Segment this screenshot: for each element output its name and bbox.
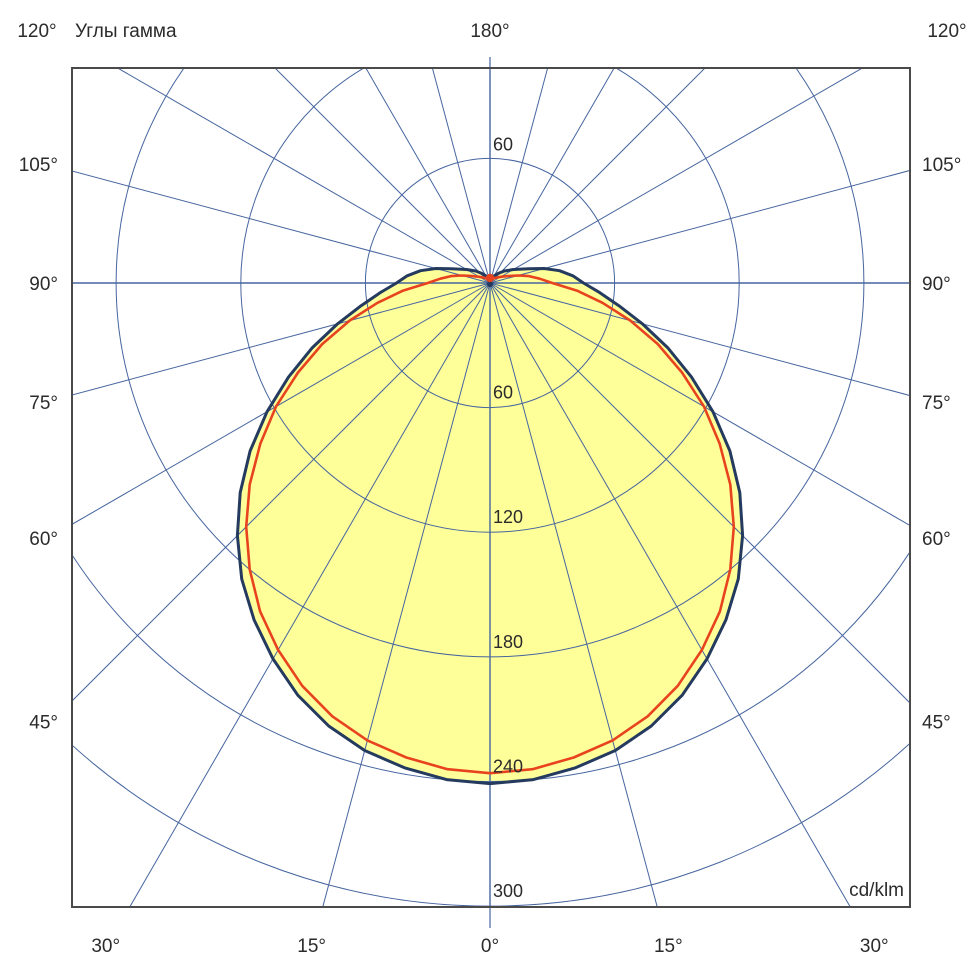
gamma-ray	[365, 69, 491, 284]
radial-tick-label-upper: 60	[493, 134, 513, 154]
gamma-tick-label-top-right: 120°	[927, 21, 966, 42]
gamma-tick-label-right: 105°	[922, 155, 961, 176]
gamma-ray	[489, 282, 909, 396]
gamma-tick-label-left: 45°	[29, 712, 58, 733]
radial-tick-label: 180	[493, 632, 523, 652]
center-marker-red	[485, 273, 495, 283]
gamma-ray	[489, 69, 548, 284]
unit-label: cd/klm	[849, 880, 904, 901]
center-marker-blue	[487, 281, 493, 287]
gamma-tick-label-right: 90°	[922, 274, 951, 295]
distribution-curve-inner	[244, 274, 736, 775]
radial-tick-label: 120	[493, 507, 523, 527]
gamma-ray	[275, 69, 491, 284]
gamma-ray	[489, 282, 909, 703]
radial-tick-label: 60	[493, 383, 513, 403]
plot-border	[71, 67, 911, 908]
gamma-ray	[73, 282, 491, 525]
gamma-tick-label-bottom: 15°	[297, 936, 326, 957]
gamma-tick-label-bottom: 30°	[91, 936, 120, 957]
gamma-ray	[489, 282, 851, 906]
gamma-tick-label-right: 60°	[922, 529, 951, 550]
gamma-ray	[489, 170, 909, 284]
radial-tick-label: 240	[493, 756, 523, 776]
gamma-tick-label-bottom: 30°	[860, 936, 889, 957]
chart-title: Углы гамма	[75, 21, 177, 42]
gamma-tick-label-top-center: 180°	[470, 21, 509, 42]
tick-label-layer: 60 120 180 240 300 60 105° 105° 90° 90° 75° 75° 60° 6…	[19, 57, 961, 957]
gamma-tick-label-left: 75°	[29, 393, 58, 414]
gamma-ray	[322, 282, 491, 906]
gamma-tick-label-bottom: 15°	[654, 936, 683, 957]
gamma-ray	[73, 170, 491, 284]
gamma-ray	[489, 282, 658, 906]
gamma-ray	[489, 69, 705, 284]
gamma-ray	[489, 282, 909, 526]
gamma-tick-label-top-left: 120°	[17, 21, 56, 42]
gamma-tick-label-left: 90°	[29, 274, 58, 295]
gamma-ray	[73, 282, 491, 701]
gamma-ray	[432, 69, 491, 284]
gamma-tick-label-bottom: 0°	[481, 936, 499, 957]
gamma-tick-label-right: 45°	[922, 712, 951, 733]
gamma-ray	[489, 69, 615, 284]
gamma-ray	[489, 69, 862, 284]
distribution-curve-outer	[235, 267, 745, 786]
gamma-tick-label-left: 60°	[29, 529, 58, 550]
gamma-ray	[118, 69, 491, 284]
gamma-tick-label-right: 75°	[922, 393, 951, 414]
gamma-ray	[73, 282, 491, 396]
radial-tick-label: 300	[493, 881, 523, 901]
distribution-curve-layer	[235, 267, 745, 786]
gamma-ray	[129, 282, 491, 906]
gamma-tick-label-left: 105°	[19, 155, 58, 176]
